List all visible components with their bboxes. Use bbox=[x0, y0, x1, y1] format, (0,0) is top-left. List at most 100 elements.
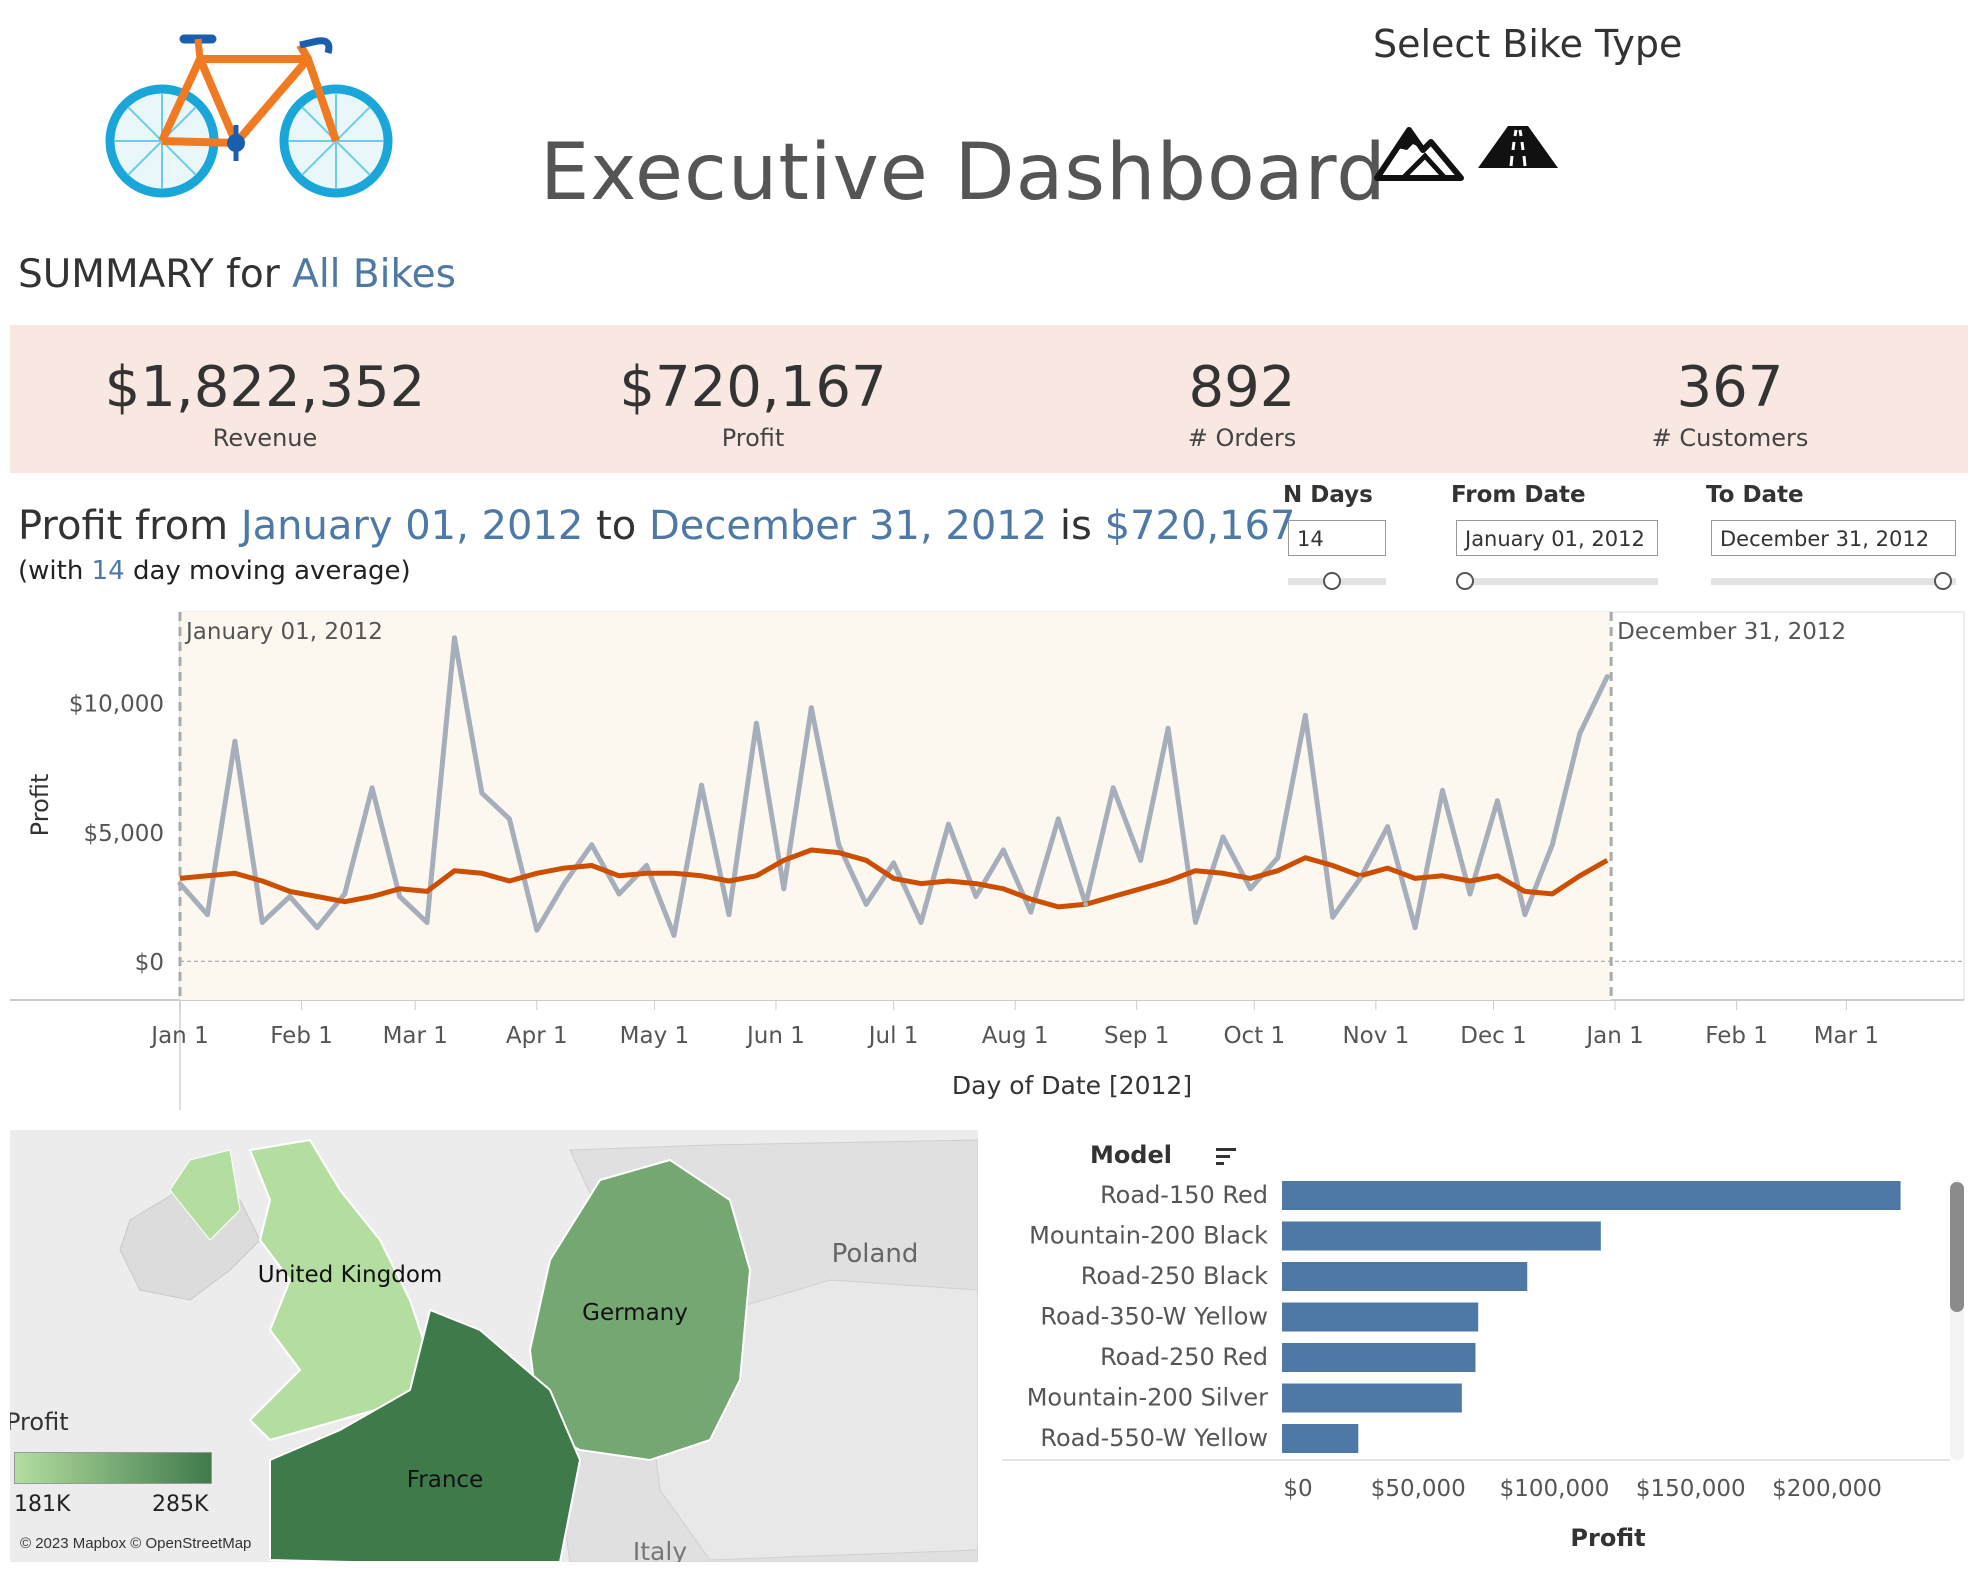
profit-point[interactable] bbox=[973, 894, 979, 900]
mountain-icon[interactable] bbox=[1373, 120, 1465, 182]
profit-point[interactable] bbox=[671, 932, 677, 938]
bar-category-label: Road-550-W Yellow bbox=[1040, 1424, 1268, 1452]
profit-point[interactable] bbox=[945, 821, 951, 827]
profit-point[interactable] bbox=[1193, 919, 1199, 925]
map-attribution: © 2023 Mapbox © OpenStreetMap bbox=[20, 1535, 252, 1552]
profit-point[interactable] bbox=[1220, 834, 1226, 840]
bar-x-tick-label: $50,000 bbox=[1371, 1476, 1466, 1502]
map-label-france: France bbox=[407, 1467, 483, 1493]
scrollbar-thumb[interactable] bbox=[1950, 1182, 1964, 1312]
profit-point[interactable] bbox=[1385, 824, 1391, 830]
map-label-united-kingdom: United Kingdom bbox=[258, 1262, 443, 1288]
profit-point[interactable] bbox=[616, 891, 622, 897]
profit-point[interactable] bbox=[891, 860, 897, 866]
profit-point[interactable] bbox=[424, 919, 430, 925]
profit-point[interactable] bbox=[589, 842, 595, 848]
profit-point[interactable] bbox=[863, 901, 869, 907]
road-icon[interactable] bbox=[1478, 126, 1558, 170]
from-date-input[interactable]: January 01, 2012 bbox=[1456, 520, 1658, 556]
profit-point[interactable] bbox=[1604, 674, 1610, 680]
to-date-input[interactable]: December 31, 2012 bbox=[1711, 520, 1956, 556]
profit-point[interactable] bbox=[177, 881, 183, 887]
profit-point[interactable] bbox=[232, 738, 238, 744]
kpi-orders: 892 # Orders bbox=[1042, 355, 1442, 452]
profit-point[interactable] bbox=[1110, 785, 1116, 791]
profit-point[interactable] bbox=[753, 720, 759, 726]
reference-line-label: December 31, 2012 bbox=[1617, 619, 1846, 645]
profit-point[interactable] bbox=[1522, 912, 1528, 918]
bar-x-axis-label: Profit bbox=[1570, 1524, 1645, 1552]
profit-point[interactable] bbox=[1357, 875, 1363, 881]
profit-point[interactable] bbox=[287, 894, 293, 900]
profit-point[interactable] bbox=[479, 790, 485, 796]
profit-point[interactable] bbox=[1138, 857, 1144, 863]
reference-line-label: January 01, 2012 bbox=[184, 619, 383, 645]
to-date-slider[interactable] bbox=[1711, 578, 1956, 585]
bicycle-icon bbox=[105, 34, 393, 198]
bar[interactable] bbox=[1282, 1181, 1901, 1210]
profit-point[interactable] bbox=[1083, 901, 1089, 907]
profit-point[interactable] bbox=[781, 886, 787, 892]
profit-point[interactable] bbox=[397, 894, 403, 900]
summary-selection: All Bikes bbox=[292, 252, 456, 297]
profit-point[interactable] bbox=[808, 705, 814, 711]
country-germany bbox=[528, 1158, 752, 1462]
profit-map[interactable]: United Kingdom Germany France Poland Ita… bbox=[10, 1130, 978, 1562]
bar[interactable] bbox=[1282, 1424, 1359, 1453]
profit-prefix: Profit from bbox=[18, 503, 229, 549]
n-days-input[interactable]: 14 bbox=[1288, 520, 1386, 556]
from-date-slider-handle[interactable] bbox=[1456, 572, 1474, 590]
profit-point[interactable] bbox=[644, 862, 650, 868]
country-france bbox=[269, 1308, 582, 1562]
profit-point[interactable] bbox=[1467, 891, 1473, 897]
profit-point[interactable] bbox=[561, 881, 567, 887]
profit-point[interactable] bbox=[1577, 731, 1583, 737]
profit-point[interactable] bbox=[451, 635, 457, 641]
to-date-slider-handle[interactable] bbox=[1934, 572, 1952, 590]
profit-point[interactable] bbox=[204, 912, 210, 918]
profit-point[interactable] bbox=[836, 842, 842, 848]
profit-point[interactable] bbox=[1055, 816, 1061, 822]
x-tick-label: Apr 1 bbox=[506, 1023, 568, 1049]
profit-point[interactable] bbox=[1549, 842, 1555, 848]
profit-point[interactable] bbox=[534, 927, 540, 933]
profit-point[interactable] bbox=[698, 782, 704, 788]
profit-point[interactable] bbox=[369, 785, 375, 791]
profit-point[interactable] bbox=[1412, 925, 1418, 931]
profit-point[interactable] bbox=[1302, 712, 1308, 718]
x-tick-label: Jan 1 bbox=[149, 1023, 208, 1049]
y-tick-label: $0 bbox=[135, 950, 164, 976]
profit-point[interactable] bbox=[1440, 787, 1446, 793]
profit-point[interactable] bbox=[726, 912, 732, 918]
kpi-label: # Orders bbox=[1187, 424, 1297, 452]
bar[interactable] bbox=[1282, 1343, 1476, 1372]
profit-point[interactable] bbox=[1330, 914, 1336, 920]
x-tick-label: Sep 1 bbox=[1104, 1023, 1169, 1049]
profit-point[interactable] bbox=[506, 816, 512, 822]
x-tick-label: Mar 1 bbox=[383, 1023, 448, 1049]
profit-to-word: to bbox=[596, 503, 637, 549]
bar[interactable] bbox=[1282, 1221, 1601, 1251]
bar[interactable] bbox=[1282, 1262, 1528, 1291]
profit-point[interactable] bbox=[314, 925, 320, 931]
profit-point[interactable] bbox=[1494, 798, 1500, 804]
x-tick-label: Mar 1 bbox=[1814, 1023, 1879, 1049]
profit-point[interactable] bbox=[1028, 909, 1034, 915]
profit-point[interactable] bbox=[342, 891, 348, 897]
page-title: Executive Dashboard bbox=[540, 128, 1387, 218]
bar[interactable] bbox=[1282, 1383, 1462, 1413]
profit-point[interactable] bbox=[1165, 725, 1171, 731]
sort-descending-icon[interactable] bbox=[1216, 1148, 1236, 1165]
map-label-poland: Poland bbox=[832, 1239, 919, 1269]
profit-line-chart: January 01, 2012 December 31, 2012 $10,00… bbox=[10, 611, 1965, 1110]
from-date-slider[interactable] bbox=[1456, 578, 1658, 585]
profit-point[interactable] bbox=[918, 919, 924, 925]
profit-point[interactable] bbox=[1275, 855, 1281, 861]
kpi-value: 892 bbox=[1188, 355, 1296, 420]
profit-point[interactable] bbox=[1000, 847, 1006, 853]
n-days-slider-handle[interactable] bbox=[1323, 572, 1341, 590]
profit-point[interactable] bbox=[1247, 886, 1253, 892]
profit-point[interactable] bbox=[259, 919, 265, 925]
n-days-label: N Days bbox=[1283, 482, 1373, 508]
bar[interactable] bbox=[1282, 1302, 1479, 1332]
